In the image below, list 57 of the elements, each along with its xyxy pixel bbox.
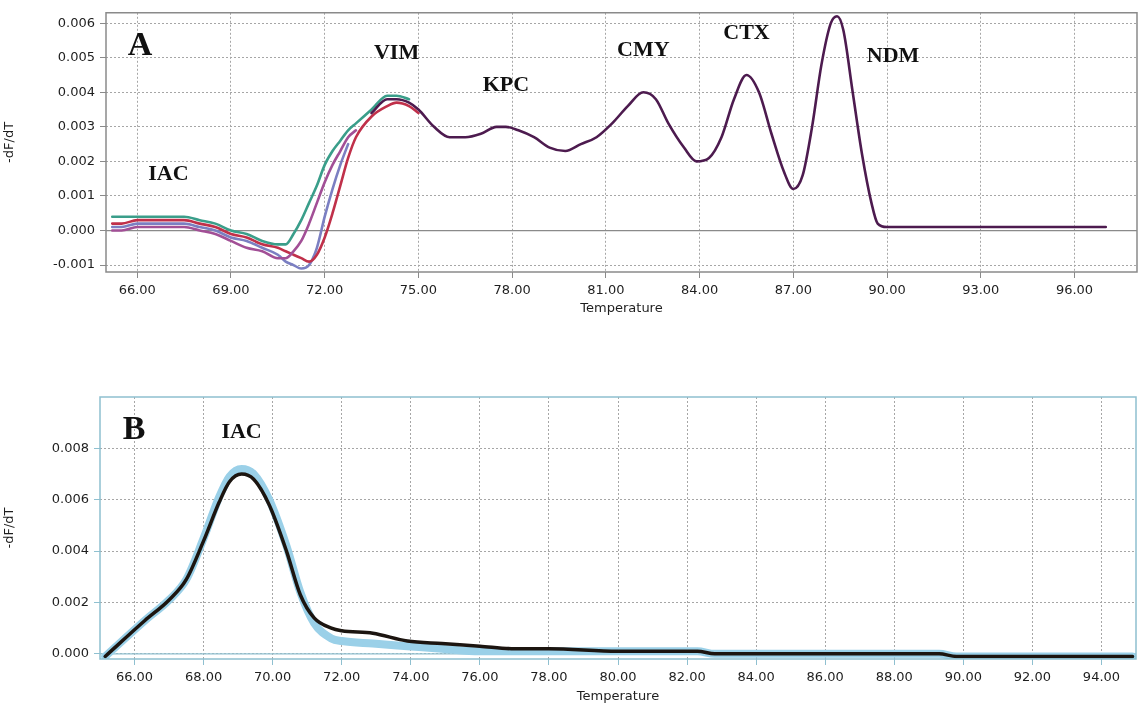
line-series [110, 101, 420, 263]
annotation: CTX [723, 18, 770, 44]
x-tick-label: 66.00 [118, 282, 156, 298]
x-tick-label: 78.00 [530, 669, 568, 685]
x-tick-label: 84.00 [737, 669, 775, 685]
x-tick-label: 96.00 [1055, 282, 1094, 298]
annotation: KPC [482, 70, 530, 96]
x-tick-label: 82.00 [668, 669, 706, 685]
y-tick-label: 0.001 [57, 187, 95, 203]
x-tick-label: 66.00 [115, 669, 154, 685]
y-axis-title: -dF/dT [1, 507, 17, 549]
y-tick-label: 0.006 [57, 14, 95, 30]
x-tick-label: 80.00 [599, 669, 637, 685]
y-tick-label: 0.004 [57, 83, 95, 99]
line-series [110, 94, 411, 246]
x-tick-label: 72.00 [306, 282, 344, 298]
annotation: A [127, 24, 153, 62]
x-tick-label: 86.00 [806, 669, 844, 685]
x-tick-label: 90.00 [944, 669, 982, 685]
x-axis-title: Temperature [575, 687, 660, 703]
line-series [370, 14, 1108, 229]
x-axis-title: Temperature [579, 299, 663, 315]
x-tick-label: 92.00 [1013, 669, 1052, 685]
y-tick-label: 0.003 [57, 118, 95, 134]
x-tick-label: 68.00 [184, 669, 223, 685]
x-tick-label: 69.00 [212, 282, 250, 298]
annotation: IAC [148, 160, 189, 186]
x-tick-label: 70.00 [254, 669, 292, 685]
x-tick-label: 93.00 [962, 282, 1000, 298]
x-tick-label: 94.00 [1082, 669, 1121, 685]
x-tick-label: 76.00 [461, 669, 499, 685]
annotation: NDM [866, 41, 920, 67]
y-tick-label: 0.000 [51, 645, 89, 661]
y-tick-label: 0.002 [51, 593, 89, 609]
y-axis-title: -dF/dT [1, 121, 17, 163]
y-tick-label: -0.001 [53, 256, 95, 272]
annotation: VIM [373, 39, 420, 65]
y-tick-label: 0.002 [57, 152, 95, 168]
annotation: IAC [221, 417, 262, 443]
y-tick-label: 0.006 [51, 491, 89, 507]
line-series [110, 142, 350, 270]
x-tick-label: 75.00 [399, 282, 438, 298]
annotation: B [122, 408, 146, 446]
x-tick-label: 88.00 [875, 669, 913, 685]
y-tick-label: 0.005 [57, 49, 95, 65]
x-tick-label: 84.00 [681, 282, 719, 298]
x-tick-label: 74.00 [392, 669, 430, 685]
x-tick-label: 81.00 [587, 282, 625, 298]
x-tick-label: 87.00 [774, 282, 812, 298]
y-tick-label: 0.004 [51, 542, 89, 558]
annotation: CMY [617, 35, 670, 61]
y-tick-label: 0.008 [51, 439, 89, 455]
x-tick-label: 72.00 [323, 669, 361, 685]
line-series [110, 129, 358, 260]
x-tick-label: 78.00 [493, 282, 531, 298]
x-tick-label: 90.00 [868, 282, 906, 298]
y-tick-label: 0.000 [57, 221, 95, 237]
